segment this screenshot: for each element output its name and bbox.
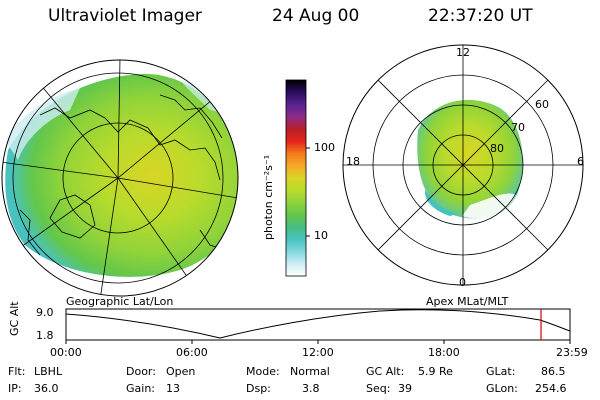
ip-label: IP: — [8, 382, 22, 395]
magnetic-polar-map — [342, 44, 584, 286]
altitude-timeline — [65, 308, 571, 344]
instrument-title: Ultraviolet Imager — [48, 6, 202, 26]
door-value: Open — [166, 365, 196, 378]
geographic-map-border — [1, 59, 239, 297]
glat-label: GLat: — [486, 365, 516, 378]
mode-value: Normal — [290, 365, 330, 378]
lat-label-70: 70 — [511, 121, 525, 134]
flt-value: LBHL — [34, 365, 63, 378]
mlt-label-6: 6 — [577, 155, 584, 168]
colorbar-tick-100: 100 — [314, 141, 335, 154]
timeline-xtick: 06:00 — [176, 346, 208, 359]
lat-label-60: 60 — [535, 98, 549, 111]
dsp-value: 3.8 — [302, 382, 320, 395]
gcalt-value: 5.9 Re — [418, 365, 453, 378]
mlt-label-0: 0 — [459, 276, 466, 289]
lat-label-80: 80 — [490, 142, 504, 155]
geographic-caption: Geographic Lat/Lon — [66, 295, 174, 308]
magnetic-caption: Apex MLat/MLT — [426, 295, 509, 308]
glat-value: 86.5 — [541, 365, 566, 378]
gain-label: Gain: — [126, 382, 155, 395]
ip-value: 36.0 — [34, 382, 59, 395]
time-label: 22:37:20 UT — [428, 6, 533, 26]
colorbar — [285, 79, 310, 277]
altitude-curve — [65, 309, 571, 339]
aurora-emission-left — [5, 73, 238, 277]
timeline-xtick: 12:00 — [302, 346, 334, 359]
aurora-emission-right — [417, 99, 523, 219]
seq-label: Seq: — [366, 382, 391, 395]
flt-label: Flt: — [8, 365, 26, 378]
date-label: 24 Aug 00 — [272, 6, 360, 26]
colorbar-unit-label: photon cm⁻²s⁻¹ — [262, 154, 275, 240]
gain-value: 13 — [166, 382, 180, 395]
timeline-xtick: 23:59 — [556, 346, 588, 359]
glon-value: 254.6 — [535, 382, 567, 395]
gcalt-label: GC Alt: — [366, 365, 405, 378]
timeline-ylabel: GC Alt — [8, 301, 21, 336]
dsp-label: Dsp: — [246, 382, 271, 395]
seq-value: 39 — [398, 382, 412, 395]
timeline-xtick: 18:00 — [428, 346, 460, 359]
timeline-ytick-top: 9.0 — [36, 306, 54, 319]
glon-label: GLon: — [486, 382, 518, 395]
noise-speckle — [5, 88, 80, 160]
door-label: Door: — [126, 365, 156, 378]
timeline-ytick-bottom: 1.8 — [36, 329, 54, 342]
mode-label: Mode: — [246, 365, 280, 378]
colorbar-tick-10: 10 — [314, 229, 328, 242]
coastline — [19, 94, 236, 263]
mlt-label-12: 12 — [456, 46, 470, 59]
timeline-xtick: 00:00 — [50, 346, 82, 359]
mlt-label-18: 18 — [346, 155, 360, 168]
